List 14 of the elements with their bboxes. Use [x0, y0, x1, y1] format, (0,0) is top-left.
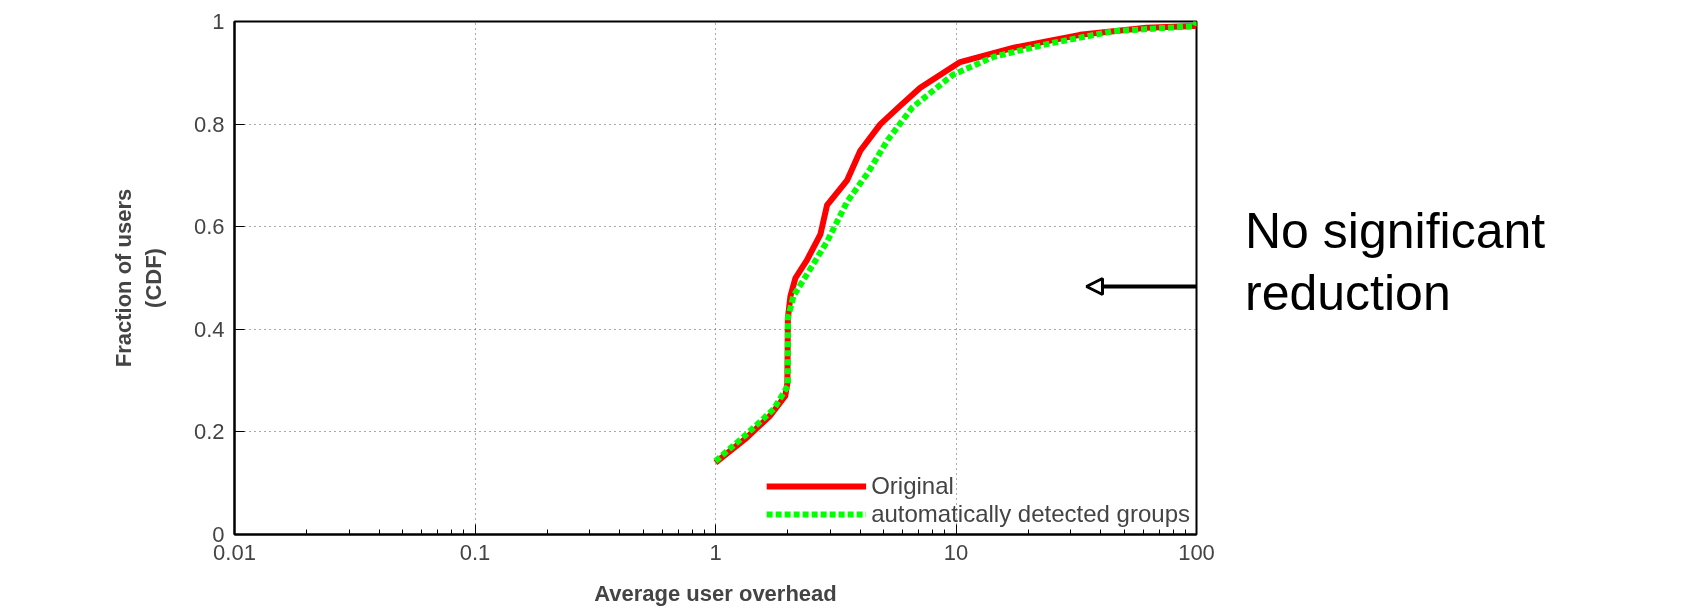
- x-tick-label: 0.1: [459, 539, 491, 565]
- y-tick-label: 0.8: [193, 111, 225, 137]
- y-tick-label: 0.2: [193, 419, 225, 445]
- legend-label: automatically detected groups: [871, 500, 1190, 528]
- x-axis-title: Average user overhead: [594, 580, 837, 606]
- legend-label: Original: [871, 472, 954, 500]
- text: No significant reduction: [1245, 202, 1546, 323]
- y-tick-label: 0.4: [193, 316, 225, 342]
- x-tick-label: 100: [1178, 539, 1215, 565]
- x-tick-label: 1: [709, 539, 722, 565]
- y-tick-label: 0.6: [193, 214, 225, 240]
- y-axis-title: Fraction of users (CDF): [110, 188, 166, 368]
- y-tick-label: 1: [212, 9, 225, 34]
- x-tick-label: 10: [943, 539, 969, 565]
